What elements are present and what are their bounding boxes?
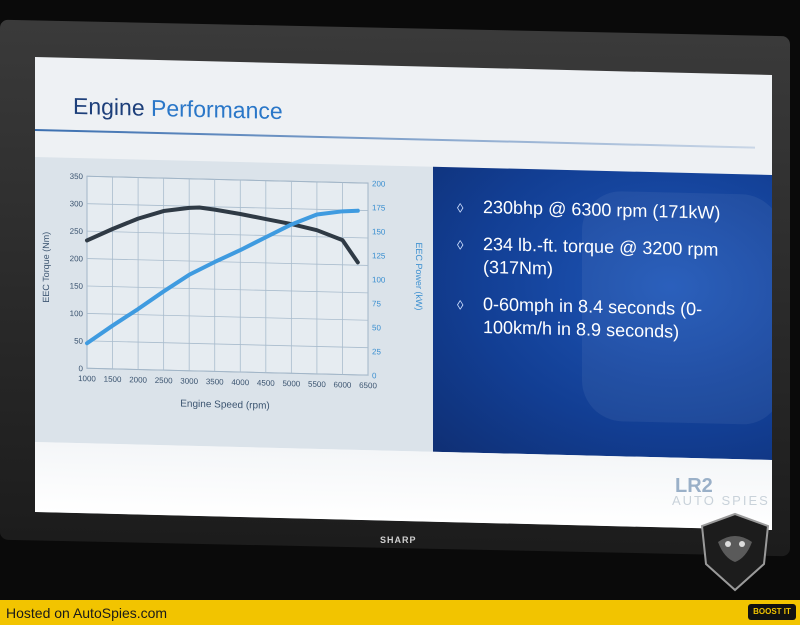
slide-title: Engine Performance: [73, 93, 283, 125]
y2-tick-label: 200: [372, 179, 386, 188]
y-tick-label: 0: [79, 364, 84, 373]
y2-tick-label: 50: [372, 323, 381, 332]
x-tick-label: 4000: [231, 378, 249, 387]
autospies-shield-icon: [700, 512, 770, 592]
x-tick-label: 6000: [334, 380, 352, 389]
x-tick-label: 2000: [129, 375, 147, 384]
chart-panel: 1000 1500 2000 2500 3000 3500 4000 4500 5000 5500…: [35, 157, 433, 452]
y2-tick-label: 175: [372, 203, 386, 212]
footer-bar: Hosted on AutoSpies.com: [0, 600, 800, 625]
y-tick-label: 300: [70, 199, 84, 208]
x-tick-label: 3000: [180, 377, 198, 386]
y-gridline: [87, 340, 368, 349]
autospies-watermark: AUTO SPIES: [672, 493, 770, 508]
bullet-text: 0-60mph in 8.4 seconds (0-100km/h in 8.9…: [483, 293, 703, 342]
x-tick-label: 5000: [282, 379, 300, 388]
slide-title-word-2: Performance: [151, 94, 283, 125]
y-gridline: [87, 230, 368, 239]
torque-series-line: [85, 205, 360, 265]
x-tick-label: 3500: [206, 377, 224, 386]
y-gridline: [87, 313, 368, 321]
y2-tick-label: 0: [372, 371, 377, 380]
chart-series: [85, 205, 360, 346]
x-axis-label: Engine Speed (rpm): [180, 399, 269, 412]
bullet-item: ◊ 0-60mph in 8.4 seconds (0-100km/h in 8…: [455, 292, 765, 346]
diamond-bullet-icon: ◊: [457, 200, 464, 216]
plot-area: [86, 175, 369, 376]
x-tick-label: 1500: [104, 375, 122, 384]
chart-axes: 1000 1500 2000 2500 3000 3500 4000 4500 5000 5500…: [70, 172, 386, 391]
bullet-list: ◊ 230bhp @ 6300 rpm (171kW) ◊ 234 lb.-ft…: [455, 195, 765, 360]
x-tick-label: 6500: [359, 381, 377, 390]
y-axis-label: EEC Torque (Nm): [41, 232, 51, 303]
tv-brand-label: SHARP: [380, 535, 417, 545]
x-tick-label: 1000: [78, 374, 96, 383]
y2-tick-label: 125: [372, 251, 386, 260]
hosted-on-label: Hosted on AutoSpies.com: [6, 605, 168, 621]
x-tick-label: 2500: [155, 376, 173, 385]
y-tick-label: 350: [70, 172, 84, 181]
y2-tick-label: 100: [372, 275, 386, 284]
engine-performance-chart: 1000 1500 2000 2500 3000 3500 4000 4500 5000 5500…: [41, 172, 424, 412]
y2-tick-label: 75: [372, 299, 381, 308]
y-tick-label: 100: [70, 309, 84, 318]
lr2-logo: LR2: [675, 475, 713, 497]
chart-grid: [86, 175, 369, 376]
y-tick-label: 50: [74, 337, 83, 346]
y-tick-label: 250: [70, 227, 84, 236]
diamond-bullet-icon: ◊: [457, 297, 464, 313]
bullet-item: ◊ 234 lb.-ft. torque @ 3200 rpm (317Nm): [455, 232, 765, 286]
y-tick-label: 150: [70, 282, 84, 291]
y2-tick-label: 150: [372, 227, 386, 236]
y-gridline: [87, 285, 368, 294]
x-tick-label: 4500: [257, 378, 275, 387]
y-gridline: [87, 203, 368, 211]
y2-axis-label: EEC Power (kW): [414, 242, 424, 310]
diamond-bullet-icon: ◊: [457, 237, 464, 253]
x-tick-label: 5500: [308, 380, 326, 389]
y-gridline: [87, 175, 368, 184]
power-series-line: [85, 208, 360, 346]
y-gridline: [87, 367, 368, 376]
y-tick-label: 200: [70, 254, 84, 263]
slide-title-word-1: Engine: [73, 92, 145, 121]
title-rule: [35, 129, 755, 149]
tv-screen: Engine Performance 1000 1500 2000 2500 3000 3…: [35, 57, 772, 531]
y2-tick-label: 25: [372, 347, 381, 356]
boost-it-button[interactable]: BOOST IT: [748, 604, 796, 620]
bullet-text: 230bhp @ 6300 rpm (171kW): [483, 196, 721, 223]
y-gridline: [87, 258, 368, 266]
bullet-panel: ◊ 230bhp @ 6300 rpm (171kW) ◊ 234 lb.-ft…: [433, 166, 772, 461]
bullet-text: 234 lb.-ft. torque @ 3200 rpm (317Nm): [483, 233, 719, 279]
